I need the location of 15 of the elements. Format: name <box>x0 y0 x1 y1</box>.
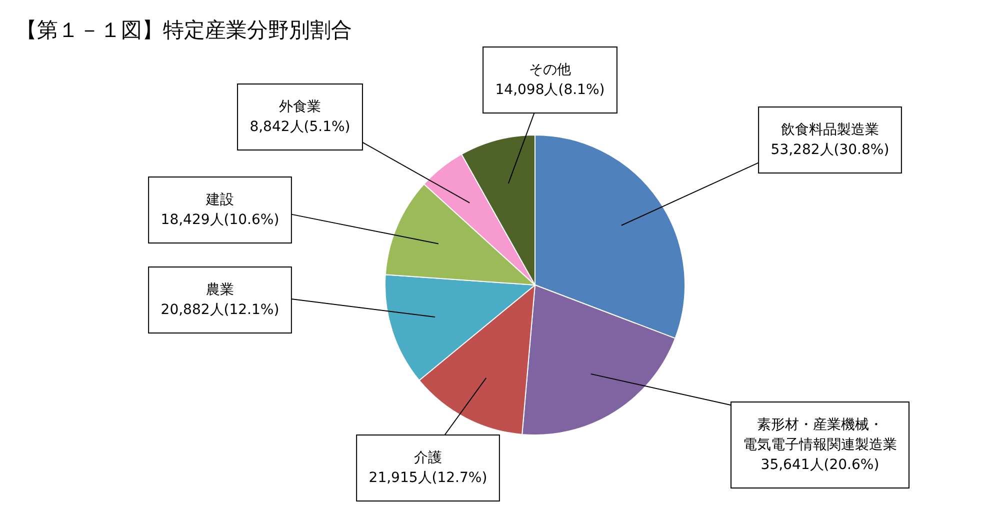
data-label: 18,429人(10.6%) <box>160 212 280 228</box>
slice-label: その他 <box>529 62 571 78</box>
slice-label: 建設 <box>205 192 234 208</box>
slice-label: 飲食料品製造業 <box>781 122 879 138</box>
data-label: 35,641人(20.6%) <box>760 457 880 473</box>
data-label: 8,842人(5.1%) <box>250 119 350 135</box>
slice-label: 介護 <box>414 450 442 466</box>
slice-label: 素形材・産業機械・電気電子情報関連製造業 <box>743 417 897 453</box>
slice-label: 農業 <box>206 282 234 298</box>
slice-label: 外食業 <box>279 99 321 115</box>
data-label: 20,882人(12.1%) <box>160 302 280 318</box>
data-label: 14,098人(8.1%) <box>495 82 605 98</box>
data-label: 21,915人(12.7%) <box>368 470 488 486</box>
data-label: 53,282人(30.8%) <box>770 142 890 158</box>
chart-title: 【第１－１図】特定産業分野別割合 <box>16 18 352 42</box>
